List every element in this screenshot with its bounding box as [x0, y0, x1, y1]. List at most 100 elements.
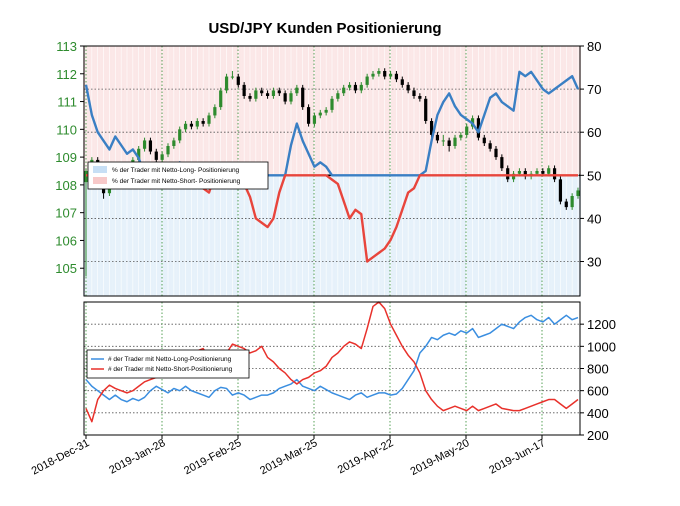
candle-body [564, 201, 568, 208]
candle-body [248, 96, 252, 99]
candle-body [342, 87, 346, 94]
candle-body [523, 171, 527, 177]
top-panel-frame [83, 45, 581, 297]
candle-body [570, 196, 574, 208]
candle-body [441, 140, 445, 142]
candle-body [552, 168, 557, 180]
candle-body [400, 79, 404, 85]
candle-body [166, 146, 170, 155]
candle-body [418, 96, 422, 99]
right-tick-label: 80 [587, 39, 601, 54]
candle-body [301, 87, 305, 108]
candle-body [137, 148, 141, 160]
candle-body [84, 171, 88, 183]
candle-body [324, 109, 328, 113]
right-tick-label: 50 [587, 168, 601, 183]
top-panel: 105 106 107 108 109 110 111 112 113 30 40 50 60 70 80… [55, 39, 601, 297]
top-legend-box [87, 161, 269, 190]
candle-body [242, 84, 246, 96]
candle-body [254, 90, 258, 99]
candle-body [511, 173, 516, 180]
candle-body [476, 118, 481, 138]
candle-body [236, 76, 240, 85]
candle-body [453, 137, 457, 146]
left-tick-label: 107 [55, 206, 77, 221]
candle-body [517, 171, 522, 174]
candle-body [230, 76, 235, 78]
x-tick-label: 2019-May-20 [409, 437, 472, 478]
candle-body [148, 140, 153, 152]
candle-body [353, 84, 358, 91]
right-tick-label: 40 [587, 211, 601, 226]
right-tick-label: 30 [587, 255, 601, 270]
candle-body [359, 84, 363, 91]
candle-body [277, 90, 281, 94]
left-tick-label: 108 [55, 178, 77, 193]
candle-body [424, 98, 428, 121]
candle-body [482, 137, 486, 144]
candle-body [201, 121, 205, 124]
candle-body [265, 93, 270, 96]
candle-body [295, 87, 299, 94]
candle-body [365, 76, 369, 85]
candle-body [312, 115, 317, 124]
candle-body [142, 140, 147, 149]
top-legend-label-long: % der Trader mit Netto-Long- Positionier… [112, 167, 240, 174]
candle-body [160, 154, 164, 160]
candle-body [330, 98, 334, 110]
candle-body [271, 90, 276, 96]
x-tick-label: 2019-Jun-17 [487, 437, 547, 477]
candle-body [224, 76, 229, 91]
candle-body [260, 90, 264, 94]
x-tick-label: 2019-Mar-25 [258, 437, 319, 477]
candle-body [547, 168, 551, 174]
candle-body [283, 93, 287, 102]
x-tick-label: 2019-Apr-22 [336, 437, 396, 476]
candle-body [494, 148, 498, 158]
candle-body [347, 84, 352, 88]
candle-body [394, 73, 399, 80]
candle-body [183, 123, 188, 130]
left-tick-label: 106 [55, 233, 77, 248]
candle-body [178, 129, 182, 141]
left-tick-label: 111 [57, 95, 77, 110]
candle-body [336, 93, 340, 99]
bottom-legend-box [86, 349, 250, 379]
series-line-long-count [85, 314, 579, 403]
candle-body [535, 171, 539, 174]
x-tick-label: 2019-Feb-25 [182, 437, 243, 477]
candle-body [213, 107, 217, 116]
right-tick-label: 60 [587, 125, 601, 140]
x-tick-label: 2019-Jan-28 [107, 437, 167, 477]
candle-body [406, 84, 410, 91]
candle-body [465, 126, 469, 135]
candle-body [459, 134, 463, 138]
candle-body [447, 140, 451, 146]
right-tick-label: 800 [587, 362, 609, 377]
right-tick-label: 1000 [587, 339, 616, 354]
candle-body [488, 143, 492, 149]
candle-body [412, 90, 416, 96]
candle-body [195, 121, 199, 127]
left-tick-label: 112 [56, 67, 77, 82]
bottom-legend-label-short: # der Trader mit Netto-Short-Positionier… [108, 366, 233, 373]
candle-body [219, 90, 223, 108]
top-legend-swatch-long [93, 166, 107, 173]
candle-body [506, 168, 510, 180]
candle-body [154, 151, 158, 160]
top-legend-swatch-short [93, 177, 107, 184]
bottom-panel: 200 400 600 800 1000 1200 # der Trader mit Ne… [83, 301, 616, 443]
top-legend: % der Trader mit Netto-Long- Positionier… [87, 161, 269, 190]
candle-body [500, 157, 504, 169]
left-tick-label: 110 [56, 122, 77, 137]
x-tick-label: 2018-Dec-31 [30, 437, 92, 477]
right-tick-label: 200 [587, 428, 609, 443]
candle-body [435, 134, 440, 141]
candle-body [377, 71, 381, 74]
candle-body [318, 112, 322, 116]
bottom-legend: # der Trader mit Netto-Long-Positionieru… [86, 349, 250, 379]
candle-body [207, 115, 211, 124]
left-tick-label: 105 [55, 261, 77, 276]
chart-title: USD/JPY Kunden Positionierung [208, 20, 441, 37]
